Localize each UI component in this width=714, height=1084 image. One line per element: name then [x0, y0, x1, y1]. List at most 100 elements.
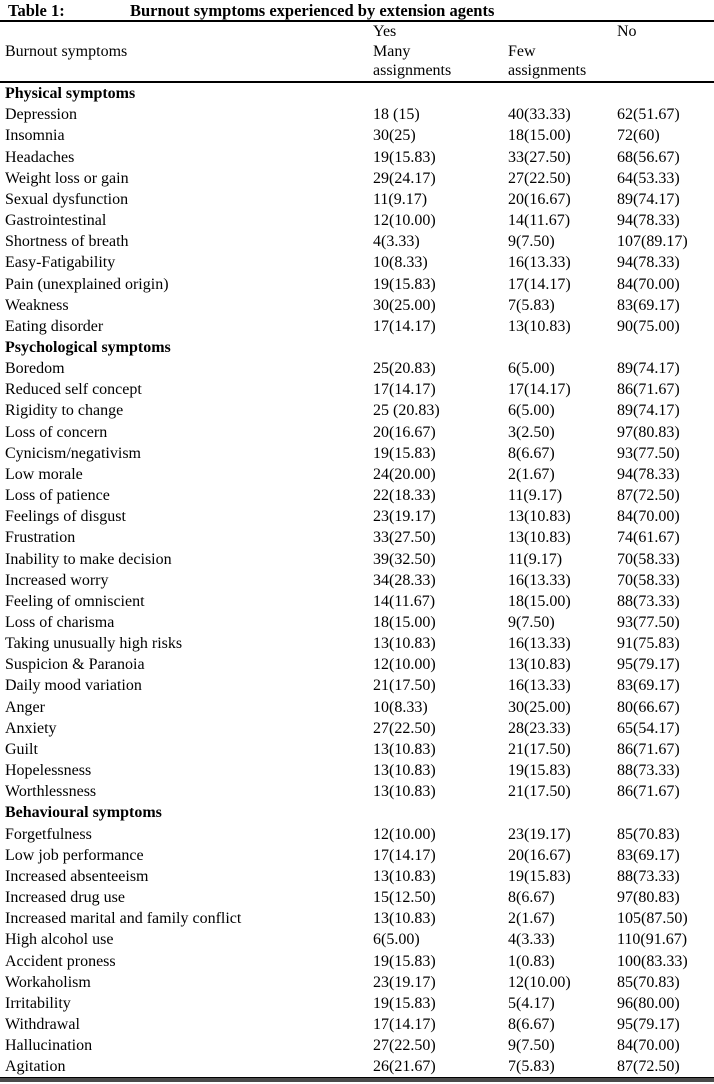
symptom-cell: Hopelessness — [5, 762, 92, 780]
value-cell: 13(10.83) — [373, 867, 436, 885]
value-cell: 13(10.83) — [508, 529, 571, 547]
table-row: Reduced self concept 17(14.17) 17(14.17) 86… — [0, 379, 714, 400]
header-few: Few — [508, 42, 536, 60]
table-row: Gastrointestinal 12(10.00) 14(11.67) 94(78.… — [0, 210, 714, 231]
symptom-cell: Reduced self concept — [5, 381, 142, 399]
value-cell: 13(10.83) — [373, 740, 436, 758]
value-cell: 86(71.67) — [617, 381, 680, 399]
value-cell: 89(74.17) — [617, 402, 680, 420]
table-row: Feelings of disgust 23(19.17) 13(10.83) 84(… — [0, 506, 714, 527]
symptom-cell: Daily mood variation — [5, 677, 142, 695]
table-row: Weight loss or gain 29(24.17) 27(22.50) 64(… — [0, 168, 714, 189]
symptom-cell: Depression — [5, 106, 77, 124]
table-row: Pain (unexplained origin) 19(15.83) 17(14.… — [0, 274, 714, 295]
value-cell: 17(14.17) — [508, 381, 571, 399]
table-row: Headaches 19(15.83) 33(27.50) 68(56.67) — [0, 147, 714, 168]
table-row: Feeling of omniscient 14(11.67) 18(15.00) 8… — [0, 591, 714, 612]
value-cell: 20(16.67) — [508, 846, 571, 864]
value-cell: 7(5.83) — [508, 1058, 555, 1076]
symptom-cell: Inability to make decision — [5, 550, 172, 568]
symptom-cell: Taking unusually high risks — [5, 635, 183, 653]
symptom-cell: Hallucination — [5, 1037, 93, 1055]
value-cell: 27(22.50) — [508, 169, 571, 187]
value-cell: 86(71.67) — [617, 783, 680, 801]
table-row: Sexual dysfunction 11(9.17) 20(16.67) 89(74… — [0, 189, 714, 210]
symptom-cell: Accident proness — [5, 952, 116, 970]
value-cell: 24(20.00) — [373, 465, 436, 483]
symptom-cell: Guilt — [5, 740, 38, 758]
table-row: Accident proness 19(15.83) 1(0.83) 100(83.3… — [0, 951, 714, 972]
symptom-cell: Anxiety — [5, 719, 57, 737]
table-row: Forgetfulness 12(10.00) 23(19.17) 85(70.83) — [0, 824, 714, 845]
table-row: Increased worry 34(28.33) 16(13.33) 70(58.3… — [0, 570, 714, 591]
value-cell: 94(78.33) — [617, 212, 680, 230]
value-cell: 22(18.33) — [373, 487, 436, 505]
value-cell: 16(13.33) — [508, 677, 571, 695]
value-cell: 100(83.33) — [617, 952, 688, 970]
value-cell: 13(10.83) — [373, 783, 436, 801]
symptom-cell: Sexual dysfunction — [5, 190, 129, 208]
symptom-cell: Low job performance — [5, 846, 144, 864]
value-cell: 62(51.67) — [617, 106, 680, 124]
header-spacer — [617, 42, 714, 62]
symptom-cell: Increased marital and family conflict — [5, 910, 242, 928]
header-spacer — [617, 61, 714, 84]
symptom-cell: Gastrointestinal — [5, 212, 107, 230]
value-cell: 2(1.67) — [508, 465, 555, 483]
value-cell: 70(58.33) — [617, 571, 680, 589]
table-row: Inability to make decision 39(32.50) 11(9.… — [0, 549, 714, 570]
value-cell: 19(15.83) — [373, 952, 436, 970]
value-cell: 1(0.83) — [508, 952, 555, 970]
value-cell: 83(69.17) — [617, 677, 680, 695]
value-cell: 25 (20.83) — [373, 402, 440, 420]
value-cell: 89(74.17) — [617, 190, 680, 208]
value-cell: 83(69.17) — [617, 846, 680, 864]
value-cell: 12(10.00) — [373, 656, 436, 674]
value-cell: 11(9.17) — [508, 550, 563, 568]
symptom-cell: Increased absenteeism — [5, 867, 149, 885]
symptom-cell: Anger — [5, 698, 45, 716]
table-row: Increased drug use 15(12.50) 8(6.67) 97(80.… — [0, 887, 714, 908]
value-cell: 17(14.17) — [373, 317, 436, 335]
value-cell: 13(10.83) — [373, 910, 436, 928]
table-row: Weakness 30(25.00) 7(5.83) 83(69.17) — [0, 295, 714, 316]
value-cell: 12(10.00) — [373, 212, 436, 230]
value-cell: 94(78.33) — [617, 465, 680, 483]
table-row: Insomnia 30(25) 18(15.00) 72(60) — [0, 125, 714, 146]
value-cell: 8(6.67) — [508, 444, 555, 462]
value-cell: 93(77.50) — [617, 444, 680, 462]
section-header: Psychological symptoms — [5, 338, 171, 356]
symptom-cell: Forgetfulness — [5, 825, 92, 843]
value-cell: 96(80.00) — [617, 994, 680, 1012]
value-cell: 30(25.00) — [373, 296, 436, 314]
symptom-cell: Irritability — [5, 994, 71, 1012]
value-cell: 18(15.00) — [508, 127, 571, 145]
value-cell: 15(12.50) — [373, 889, 436, 907]
value-cell: 18(15.00) — [373, 614, 436, 632]
table-title: Burnout symptoms experienced by extensio… — [130, 1, 495, 20]
value-cell: 65(54.17) — [617, 719, 680, 737]
value-cell: 28(23.33) — [508, 719, 571, 737]
header-no: No — [617, 23, 637, 40]
table-header: Yes No Burnout symptoms Many Few assignm… — [0, 22, 714, 84]
value-cell: 86(71.67) — [617, 740, 680, 758]
value-cell: 23(19.17) — [508, 825, 571, 843]
header-spacer — [0, 22, 373, 42]
value-cell: 9(7.50) — [508, 1037, 555, 1055]
value-cell: 105(87.50) — [617, 910, 688, 928]
value-cell: 2(1.67) — [508, 910, 555, 928]
value-cell: 30(25) — [373, 127, 416, 145]
value-cell: 88(73.33) — [617, 867, 680, 885]
value-cell: 97(80.83) — [617, 423, 680, 441]
value-cell: 87(72.50) — [617, 487, 680, 505]
section-header-row: Psychological symptoms — [0, 337, 714, 358]
value-cell: 17(14.17) — [373, 381, 436, 399]
symptom-cell: Increased drug use — [5, 889, 125, 907]
value-cell: 84(70.00) — [617, 508, 680, 526]
symptom-cell: Agitation — [5, 1058, 66, 1076]
value-cell: 9(7.50) — [508, 233, 555, 251]
value-cell: 20(16.67) — [373, 423, 436, 441]
value-cell: 27(22.50) — [373, 719, 436, 737]
value-cell: 97(80.83) — [617, 889, 680, 907]
header-row-3: assignments assignments — [0, 61, 714, 84]
